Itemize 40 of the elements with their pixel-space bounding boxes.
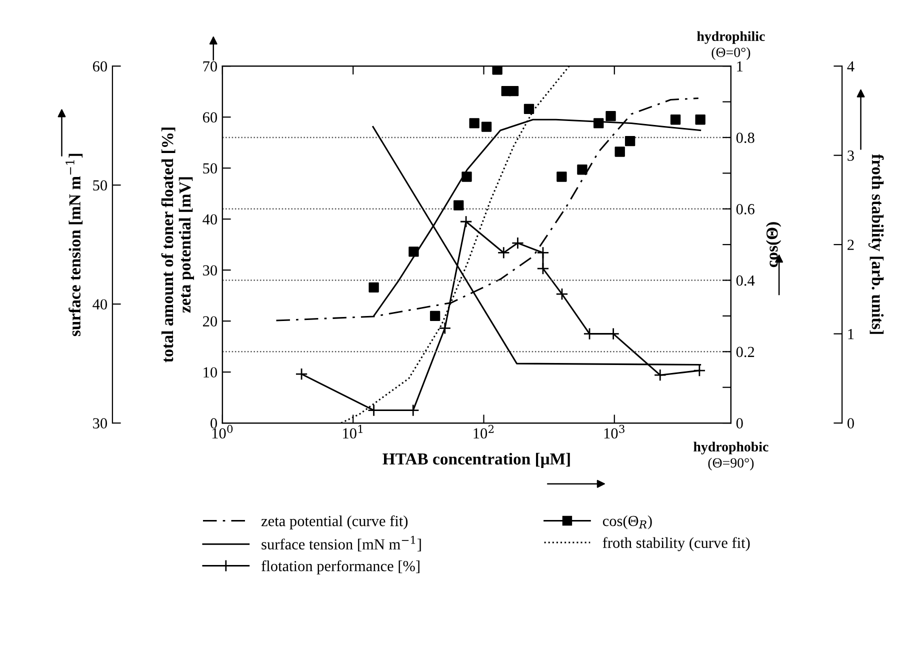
y2-tick-label: 0.8 xyxy=(736,132,754,144)
x-tick-label: 10$^{2}$ xyxy=(474,424,494,439)
y2-tick-label: 1 xyxy=(737,61,743,72)
x-axis-title: HTAB concentration [μM] xyxy=(382,452,570,468)
y3-tick-label: 3 xyxy=(848,150,854,161)
y-tick-label: 20 xyxy=(202,316,218,327)
y-tick-label: 50 xyxy=(93,180,108,191)
y2-tick-label: 0.2 xyxy=(736,346,754,358)
x-tick-label: 10$^{3}$ xyxy=(604,424,624,439)
y-tick-label: 60 xyxy=(202,112,218,123)
y-tick-label: 30 xyxy=(93,418,108,428)
legend-label: cos(Θ$_{R}$) xyxy=(602,515,652,530)
y3-tick-label: 1 xyxy=(848,329,854,340)
y2-tick-label: 0 xyxy=(736,418,743,428)
text: (Θ=0°) xyxy=(712,47,750,60)
y-tick-label: 40 xyxy=(92,299,108,310)
text: hydrophobic xyxy=(694,442,768,454)
y3-tick-label: 4 xyxy=(847,61,854,72)
y-tick-label: 40 xyxy=(202,214,218,225)
y-axis-title: surface tension [mN m$^{−1}$] xyxy=(66,154,83,336)
legend-label: zeta potential (curve fit) xyxy=(261,515,408,530)
y-tick-label: 30 xyxy=(203,265,218,276)
legend-label: froth stability (curve fit) xyxy=(602,537,750,552)
y2-axis-title: cos(Θ) xyxy=(766,222,782,268)
y-axis-title: total amount of toner floated [%] zeta potential [mV] xyxy=(161,128,194,362)
legend-label: flotation performance [%] xyxy=(262,560,420,574)
text: (Θ=90°) xyxy=(708,458,754,470)
y2-tick-label: 0.6 xyxy=(736,204,754,214)
y3-axis-title: froth stability [arb. units] xyxy=(868,154,884,334)
y-tick-label: 10 xyxy=(204,367,218,378)
y-tick-label: 0 xyxy=(210,418,218,428)
y-tick-label: 70 xyxy=(203,61,218,72)
x-tick-label: 10$^{1}$ xyxy=(343,424,362,439)
text: surface tension [mN m$^{−1}$] xyxy=(262,536,421,552)
text: hydrophilic xyxy=(697,31,765,44)
y-tick-label: 60 xyxy=(92,61,108,72)
y3-tick-label: 0 xyxy=(847,418,854,428)
y2-tick-label: 0.4 xyxy=(736,275,755,286)
y3-tick-label: 2 xyxy=(848,240,854,250)
y-tick-label: 50 xyxy=(203,163,218,174)
